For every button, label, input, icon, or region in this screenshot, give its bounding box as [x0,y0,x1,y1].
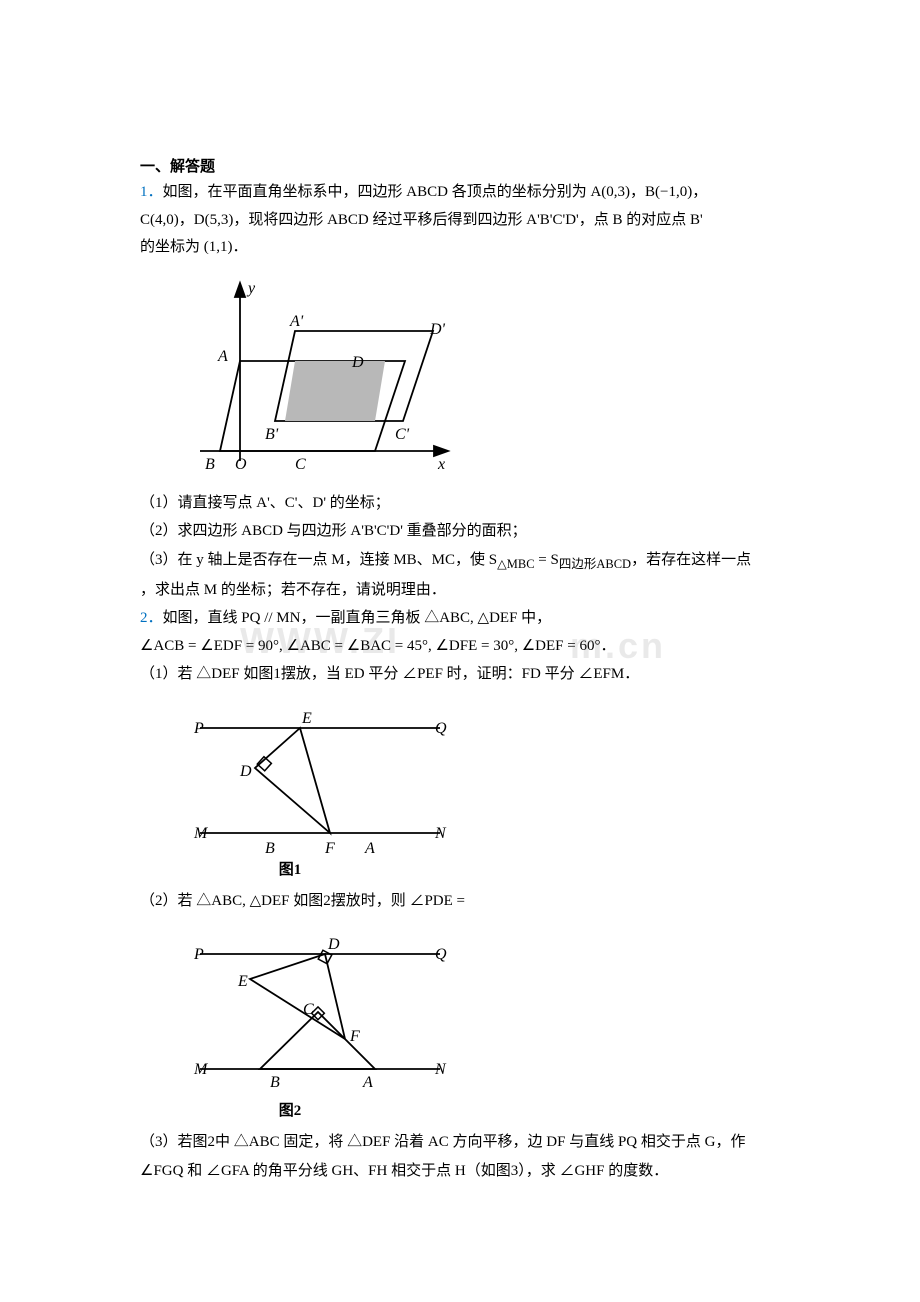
fig1-label-Bp: B' [265,426,279,443]
figure2-caption: 图1 [180,858,400,879]
p1s3-quad: 四边形ABCD [559,557,631,571]
fig3-Q: Q [435,946,447,963]
p1s3-a: （3）在 y 轴上是否存在一点 M，连接 MB、MC，使 S [140,552,497,568]
fig3-A: A [362,1074,373,1091]
problem1-line2: C(4,0)，D(5,3)，现将四边形 ABCD 经过平移后得到四边形 A'B'… [140,208,780,234]
figure1-block: y x A B O C D A' B' C' D' [180,271,780,481]
problem2-line2: ∠ACB = ∠EDF = 90°, ∠ABC = ∠BAC = 45°, ∠D… [140,634,780,660]
fig2-E: E [301,710,312,727]
problem1-sub2: （2）求四边形 ABCD 与四边形 A'B'C'D' 重叠部分的面积； [140,519,780,545]
figure3-svg: P Q M N D E C F B A [180,924,780,1099]
fig1-label-O: O [235,456,247,473]
fig1-label-C: C [295,456,306,473]
fig3-D: D [327,936,340,953]
fig2-F: F [324,840,335,857]
problem1-number: 1． [140,184,163,200]
problem1-line3: 的坐标为 (1,1)． [140,235,780,261]
problem2-number: 2． [140,610,163,626]
fig1-label-x: x [437,456,445,473]
figure2-block: P Q M N E D B F A 图1 [180,698,780,879]
fig2-P: P [193,720,204,737]
problem1-sub1: （1）请直接写点 A'、C'、D' 的坐标； [140,491,780,517]
figure3-block: P Q M N D E C F B A 图2 [180,924,780,1120]
fig2-N: N [434,825,447,842]
fig1-label-A: A [217,348,228,365]
fig1-label-Dp: D' [429,321,446,338]
problem1-line1: 1．如图，在平面直角坐标系中，四边形 ABCD 各顶点的坐标分别为 A(0,3)… [140,180,780,206]
problem1-sub3: （3）在 y 轴上是否存在一点 M，连接 MB、MC，使 S△MBC = S四边… [140,548,780,575]
fig3-N: N [434,1061,447,1078]
fig3-B: B [270,1074,280,1091]
problem1-intro: 如图，在平面直角坐标系中，四边形 ABCD 各顶点的坐标分别为 A(0,3)，B… [163,184,708,200]
fig1-label-D: D [351,354,364,371]
fig1-label-Cp: C' [395,426,410,443]
fig1-label-Ap: A' [289,313,304,330]
fig3-M: M [193,1061,209,1078]
fig1-label-B: B [205,456,215,473]
fig3-C: C [303,1001,314,1018]
p1s3-eq: = S [535,552,559,568]
figure1-svg: y x A B O C D A' B' C' D' [180,271,780,481]
problem2-sub3a: （3）若图2中 △ABC 固定，将 △DEF 沿着 AC 方向平移，边 DF 与… [140,1130,780,1156]
fig1-label-y: y [246,280,256,297]
fig3-E: E [237,973,248,990]
figure2-svg: P Q M N E D B F A [180,698,780,858]
figure3-caption: 图2 [180,1099,400,1120]
problem2-sub3b: ∠FGQ 和 ∠GFA 的角平分线 GH、FH 相交于点 H（如图3），求 ∠G… [140,1159,780,1185]
problem1-sub3c: ，求出点 M 的坐标；若不存在，请说明理由． [140,578,780,604]
fig3-F: F [349,1028,360,1045]
fig3-P: P [193,946,204,963]
fig2-D: D [239,763,252,780]
problem2-sub1: （1）若 △DEF 如图1摆放，当 ED 平分 ∠PEF 时，证明：FD 平分 … [140,662,780,688]
problem2-line1: 2．如图，直线 PQ // MN，一副直角三角板 △ABC, △DEF 中， [140,606,780,632]
section-header: 一、解答题 [140,155,780,176]
p1s3-tri: △MBC [497,557,534,571]
fig2-A: A [364,840,375,857]
fig2-B: B [265,840,275,857]
p1s3-b: ，若存在这样一点 [631,552,751,568]
fig2-M: M [193,825,209,842]
problem2-intro: 如图，直线 PQ // MN，一副直角三角板 △ABC, △DEF 中， [163,610,552,626]
fig2-Q: Q [435,720,447,737]
problem2-sub2: （2）若 △ABC, △DEF 如图2摆放时，则 ∠PDE = [140,889,780,915]
